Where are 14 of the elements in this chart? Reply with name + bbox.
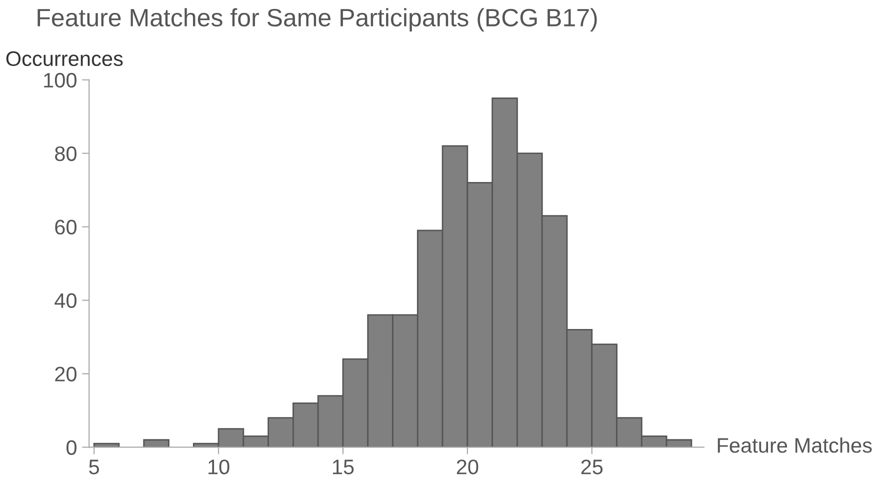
y-tick-label: 80: [55, 146, 76, 162]
x-axis-title: Feature Matches: [718, 438, 872, 453]
y-tick-label: 60: [55, 220, 76, 235]
x-tick-label: 25: [581, 460, 603, 474]
y-axis-title: Occurrences: [6, 51, 123, 66]
x-tick-label: 20: [456, 460, 478, 474]
x-tick-label: 15: [332, 460, 354, 474]
x-tick-label: 5: [89, 460, 99, 474]
y-tick-label: 40: [54, 293, 76, 308]
chart-title: Feature Matches for Same Participants (BCG B17): [38, 8, 597, 32]
y-tick-label: 0: [66, 440, 76, 455]
y-tick-label: 20: [55, 366, 76, 382]
y-tick-label: 100: [44, 72, 76, 88]
x-tick-label: 10: [208, 460, 230, 474]
